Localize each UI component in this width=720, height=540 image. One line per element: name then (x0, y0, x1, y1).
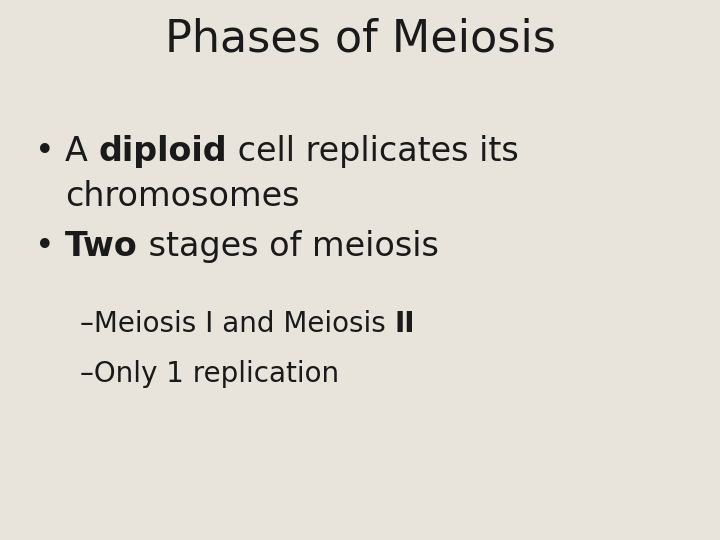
Text: –Only 1 replication: –Only 1 replication (80, 360, 339, 388)
Text: Two: Two (65, 230, 138, 263)
Text: •: • (35, 135, 55, 168)
Text: chromosomes: chromosomes (65, 180, 300, 213)
Text: Phases of Meiosis: Phases of Meiosis (165, 18, 555, 61)
Text: A: A (65, 135, 99, 168)
Text: –Meiosis I and Meiosis: –Meiosis I and Meiosis (80, 310, 395, 338)
Text: diploid: diploid (99, 135, 227, 168)
Text: cell replicates its: cell replicates its (227, 135, 519, 168)
Text: stages of meiosis: stages of meiosis (138, 230, 438, 263)
Text: •: • (35, 230, 55, 263)
Text: II: II (395, 310, 415, 338)
